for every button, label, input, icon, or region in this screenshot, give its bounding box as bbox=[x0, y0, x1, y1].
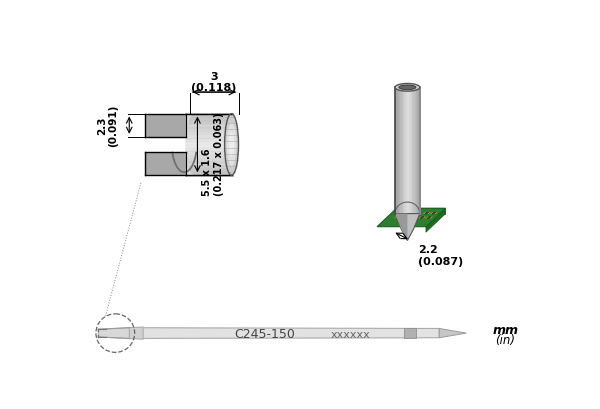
Polygon shape bbox=[439, 329, 466, 338]
Polygon shape bbox=[410, 88, 412, 214]
Ellipse shape bbox=[229, 133, 235, 157]
Polygon shape bbox=[397, 88, 398, 214]
Polygon shape bbox=[415, 88, 416, 214]
Polygon shape bbox=[417, 88, 418, 214]
Polygon shape bbox=[395, 214, 420, 241]
Polygon shape bbox=[425, 213, 429, 215]
Polygon shape bbox=[422, 217, 426, 219]
Polygon shape bbox=[404, 88, 406, 214]
Text: 5.5 x 1.6
(0.217 x 0.063): 5.5 x 1.6 (0.217 x 0.063) bbox=[202, 112, 224, 196]
Polygon shape bbox=[401, 217, 404, 219]
Polygon shape bbox=[404, 329, 416, 338]
Ellipse shape bbox=[399, 86, 416, 90]
Polygon shape bbox=[430, 213, 434, 215]
Polygon shape bbox=[418, 217, 422, 219]
Polygon shape bbox=[425, 217, 429, 219]
Ellipse shape bbox=[224, 115, 239, 176]
Polygon shape bbox=[403, 213, 406, 215]
Polygon shape bbox=[398, 213, 402, 215]
Polygon shape bbox=[429, 217, 433, 219]
Polygon shape bbox=[129, 327, 143, 339]
Text: 3
(0.118): 3 (0.118) bbox=[191, 71, 237, 93]
Polygon shape bbox=[406, 213, 409, 215]
Polygon shape bbox=[403, 88, 404, 214]
Text: 2.2
(0.087): 2.2 (0.087) bbox=[418, 245, 464, 266]
Polygon shape bbox=[401, 88, 403, 214]
Polygon shape bbox=[395, 217, 400, 219]
Text: 2.3
(0.091): 2.3 (0.091) bbox=[97, 105, 118, 147]
Polygon shape bbox=[377, 209, 445, 227]
Polygon shape bbox=[413, 88, 415, 214]
Polygon shape bbox=[420, 88, 421, 214]
Polygon shape bbox=[407, 213, 412, 215]
Ellipse shape bbox=[227, 124, 236, 166]
Text: C245-150: C245-150 bbox=[235, 328, 295, 341]
Polygon shape bbox=[399, 88, 400, 214]
Polygon shape bbox=[395, 214, 407, 241]
Polygon shape bbox=[406, 88, 407, 214]
Polygon shape bbox=[412, 88, 413, 214]
Polygon shape bbox=[129, 328, 439, 339]
Polygon shape bbox=[423, 213, 427, 215]
Polygon shape bbox=[395, 88, 397, 214]
Polygon shape bbox=[398, 217, 401, 219]
Polygon shape bbox=[409, 213, 413, 215]
Polygon shape bbox=[145, 115, 186, 137]
Text: mm: mm bbox=[492, 323, 518, 336]
Polygon shape bbox=[145, 153, 186, 176]
Polygon shape bbox=[403, 217, 407, 219]
Polygon shape bbox=[405, 217, 409, 219]
Polygon shape bbox=[427, 213, 430, 215]
Polygon shape bbox=[418, 88, 420, 214]
Polygon shape bbox=[398, 88, 399, 214]
Polygon shape bbox=[397, 209, 445, 214]
Ellipse shape bbox=[395, 84, 420, 92]
Polygon shape bbox=[426, 209, 445, 233]
Polygon shape bbox=[409, 88, 410, 214]
Polygon shape bbox=[408, 88, 409, 214]
Polygon shape bbox=[400, 213, 404, 215]
Polygon shape bbox=[416, 88, 417, 214]
Text: (in): (in) bbox=[495, 333, 515, 346]
Text: xxxxxx: xxxxxx bbox=[330, 329, 370, 339]
Polygon shape bbox=[400, 88, 401, 214]
Polygon shape bbox=[407, 88, 408, 214]
Polygon shape bbox=[394, 217, 398, 219]
Polygon shape bbox=[98, 328, 129, 339]
Polygon shape bbox=[420, 217, 424, 219]
Polygon shape bbox=[427, 217, 431, 219]
Polygon shape bbox=[431, 213, 436, 215]
Polygon shape bbox=[186, 115, 194, 176]
Polygon shape bbox=[434, 213, 437, 215]
Polygon shape bbox=[186, 115, 232, 176]
